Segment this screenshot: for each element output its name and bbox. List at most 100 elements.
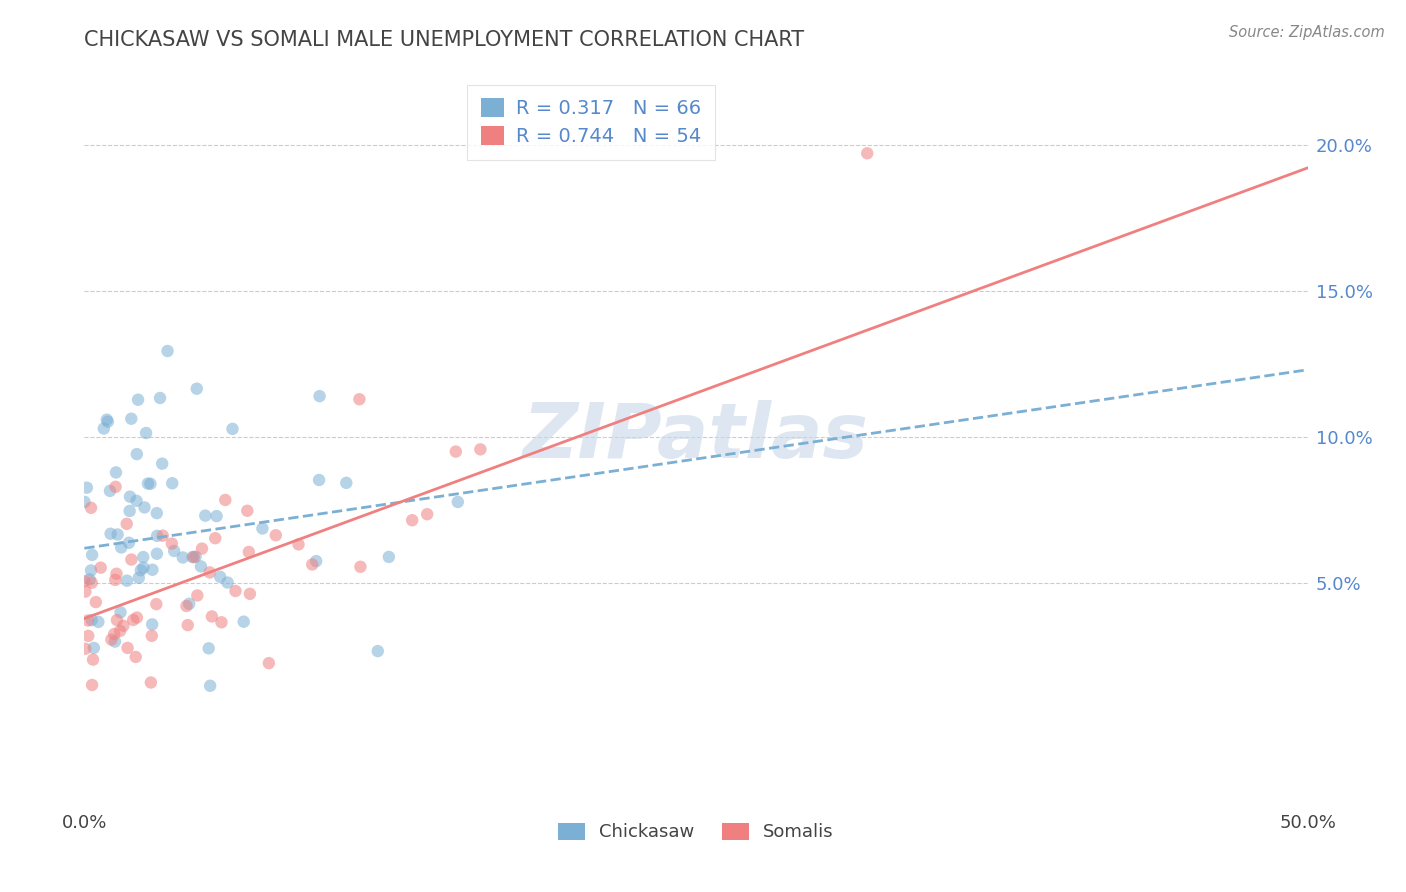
Text: Source: ZipAtlas.com: Source: ZipAtlas.com [1229, 25, 1385, 40]
Point [73, 574, 96, 588]
Point [87, 615, 110, 629]
Point [103, 627, 125, 641]
Point [308, 389, 330, 403]
Point [110, 605, 132, 619]
Point [145, 597, 167, 611]
Point [194, 508, 217, 523]
Point [287, 537, 309, 551]
Point [125, 610, 148, 624]
Point [224, 584, 246, 599]
Point [132, 550, 155, 565]
Point [378, 549, 401, 564]
Point [177, 618, 200, 632]
Point [401, 513, 423, 527]
Point [141, 629, 163, 643]
Point [105, 613, 128, 627]
Point [97, 415, 120, 429]
Point [129, 563, 152, 577]
Point [75, 584, 97, 599]
Point [146, 529, 169, 543]
Point [141, 563, 163, 577]
Point [107, 527, 129, 541]
Point [201, 609, 224, 624]
Point [209, 570, 232, 584]
Point [183, 550, 205, 565]
Point [217, 575, 239, 590]
Point [127, 392, 149, 407]
Point [122, 613, 145, 627]
Point [146, 506, 169, 520]
Point [186, 589, 208, 603]
Point [96, 412, 118, 426]
Point [184, 549, 207, 564]
Text: ZIPatlas: ZIPatlas [523, 401, 869, 474]
Point [125, 649, 148, 664]
Point [112, 619, 135, 633]
Legend: Chickasaw, Somalis: Chickasaw, Somalis [551, 815, 841, 848]
Point [120, 552, 142, 566]
Point [198, 566, 221, 580]
Point [115, 516, 138, 531]
Point [100, 632, 122, 647]
Point [84, 595, 107, 609]
Point [135, 425, 157, 440]
Point [80, 564, 103, 578]
Point [211, 615, 233, 630]
Point [75, 641, 97, 656]
Point [305, 554, 328, 568]
Point [118, 535, 141, 549]
Point [349, 392, 371, 407]
Point [76, 481, 98, 495]
Point [82, 548, 104, 562]
Point [204, 531, 226, 545]
Point [181, 549, 204, 564]
Point [149, 391, 172, 405]
Point [100, 526, 122, 541]
Point [367, 644, 389, 658]
Point [132, 560, 155, 574]
Point [139, 476, 162, 491]
Point [80, 613, 103, 627]
Point [79, 573, 101, 587]
Point [197, 641, 219, 656]
Point [221, 422, 243, 436]
Point [80, 575, 103, 590]
Point [77, 614, 100, 628]
Point [128, 571, 150, 585]
Point [136, 476, 159, 491]
Point [308, 473, 330, 487]
Point [191, 541, 214, 556]
Point [176, 599, 198, 613]
Point [90, 560, 112, 574]
Point [257, 656, 280, 670]
Point [179, 597, 201, 611]
Point [139, 675, 162, 690]
Point [117, 640, 139, 655]
Point [98, 483, 121, 498]
Point [239, 587, 262, 601]
Point [105, 566, 128, 581]
Point [335, 475, 357, 490]
Point [160, 476, 183, 491]
Point [146, 547, 169, 561]
Point [205, 509, 228, 524]
Point [301, 558, 323, 572]
Point [83, 640, 105, 655]
Point [416, 507, 439, 521]
Point [118, 490, 141, 504]
Point [186, 382, 208, 396]
Point [141, 617, 163, 632]
Point [125, 493, 148, 508]
Point [190, 559, 212, 574]
Point [349, 559, 371, 574]
Point [264, 528, 287, 542]
Point [214, 492, 236, 507]
Point [104, 573, 127, 587]
Point [120, 411, 142, 425]
Point [150, 457, 173, 471]
Point [82, 678, 104, 692]
Point [104, 480, 127, 494]
Point [156, 343, 179, 358]
Point [470, 442, 492, 457]
Point [104, 634, 127, 648]
